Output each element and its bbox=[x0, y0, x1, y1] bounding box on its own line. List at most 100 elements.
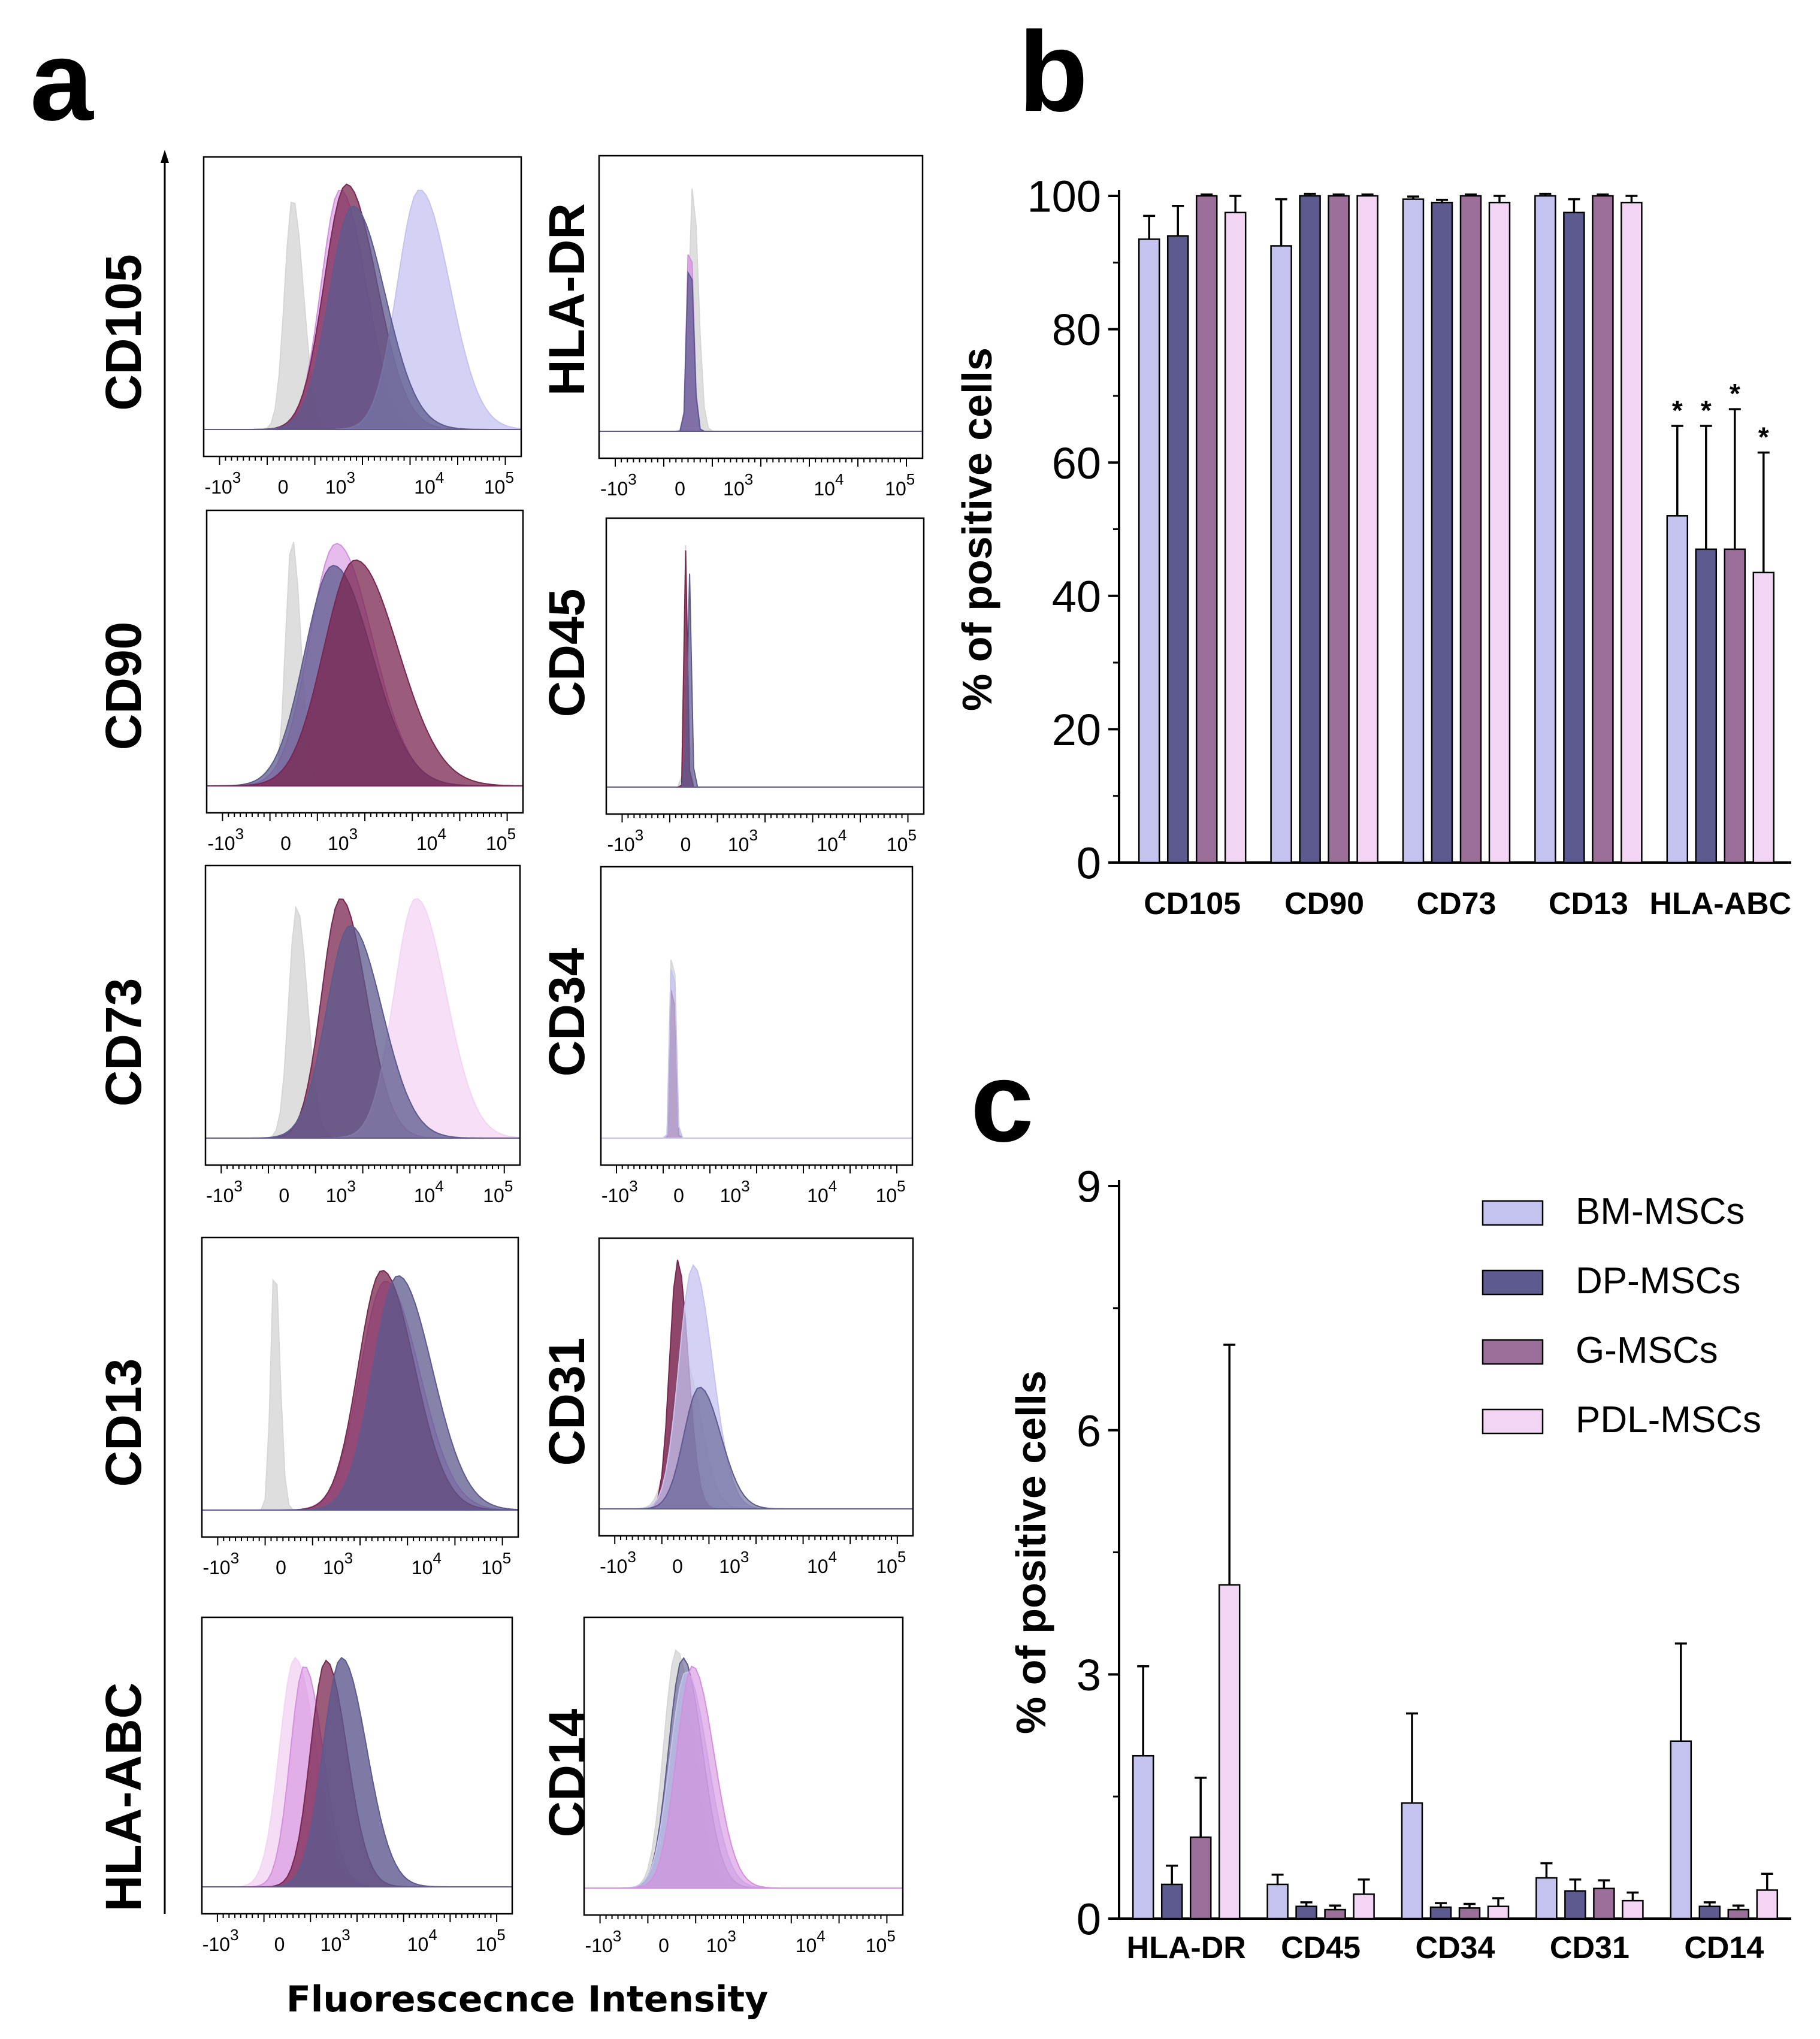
histogram-tick-exponent: 3 bbox=[235, 825, 244, 843]
bar bbox=[1356, 195, 1378, 864]
histogram-tick-label: 104 bbox=[414, 468, 444, 498]
bar bbox=[1195, 195, 1218, 864]
y-tick-label: 80 bbox=[1052, 305, 1101, 355]
histogram-curve bbox=[584, 1657, 903, 1889]
histogram-tick-label: -103 bbox=[600, 1548, 636, 1577]
panel-a-x-axis-label: Fluorescecnce Intensity bbox=[286, 1979, 768, 2020]
histogram-tick-exponent: 4 bbox=[817, 1927, 825, 1945]
histogram-panel: -103 0 103 104 105 bbox=[201, 1616, 513, 1955]
panel-c-letter: c bbox=[971, 1039, 1034, 1166]
bar bbox=[1295, 1905, 1317, 1920]
histogram-tick-label: 0 bbox=[276, 1557, 286, 1578]
histogram-tick-label: -103 bbox=[207, 825, 244, 854]
histogram-curve bbox=[584, 1665, 903, 1889]
legend-swatch bbox=[1482, 1200, 1544, 1226]
bar bbox=[1270, 245, 1292, 864]
histogram-tick-exponent: 3 bbox=[341, 1926, 350, 1944]
histogram-tick-label: 105 bbox=[483, 1177, 513, 1206]
marker-label-hla-abc: HLA-ABC bbox=[95, 1683, 152, 1912]
histogram-tick-label: 104 bbox=[796, 1927, 826, 1956]
histogram-tick-exponent: 4 bbox=[428, 1926, 437, 1944]
histogram-tick-label: 0 bbox=[675, 478, 685, 500]
marker-label-cd105: CD105 bbox=[95, 254, 152, 410]
histogram-tick-exponent: 4 bbox=[433, 1549, 441, 1567]
histogram-tick-label: 105 bbox=[486, 825, 516, 854]
histogram-panel: -103 0 103 104 105 bbox=[204, 864, 521, 1206]
histogram-tick-label: 103 bbox=[719, 1548, 749, 1577]
significance-marker: * bbox=[1672, 395, 1683, 426]
y-tick-label: 0 bbox=[1077, 1895, 1101, 1944]
category-label: CD73 bbox=[1417, 887, 1496, 921]
bar bbox=[1324, 1908, 1346, 1920]
marker-label-hla-dr: HLA-DR bbox=[539, 203, 595, 396]
histogram-tick-label: 103 bbox=[728, 826, 758, 855]
histogram-tick-exponent: 5 bbox=[503, 1549, 511, 1567]
marker-label-cd14: CD14 bbox=[539, 1708, 595, 1837]
histogram-tick-exponent: 4 bbox=[838, 826, 846, 844]
histogram-tick-label: 103 bbox=[325, 468, 355, 498]
histogram-tick-exponent: 3 bbox=[344, 1549, 353, 1567]
histogram-curve bbox=[599, 1387, 913, 1509]
bar bbox=[1756, 1889, 1779, 1920]
histogram-tick-label: 103 bbox=[328, 825, 358, 854]
y-tick-label: 0 bbox=[1077, 839, 1101, 888]
panel-b: b 0 20 40 60 80 100 % of positive cells CD105 CD… bbox=[954, 8, 1791, 921]
histogram-tick-label: 104 bbox=[817, 826, 846, 855]
histogram-tick-label: 0 bbox=[274, 1934, 285, 1955]
histogram-tick-label: 105 bbox=[484, 468, 514, 498]
significance-marker: * bbox=[1758, 422, 1769, 453]
histogram-tick-label: 104 bbox=[414, 1177, 444, 1206]
bar bbox=[1189, 1836, 1212, 1920]
y-tick-label: 3 bbox=[1077, 1650, 1101, 1700]
legend-label: DP-MSCs bbox=[1576, 1260, 1741, 1302]
histogram-panel: -103 0 103 104 105 bbox=[201, 1236, 519, 1578]
histogram-tick-label: 104 bbox=[412, 1549, 442, 1578]
histogram-tick-label: 0 bbox=[279, 1185, 289, 1206]
bar bbox=[1138, 238, 1160, 864]
y-tick-label: 6 bbox=[1077, 1406, 1101, 1456]
histogram-tick-exponent: 5 bbox=[897, 1177, 905, 1195]
bar bbox=[1487, 1905, 1510, 1920]
bar bbox=[1266, 1883, 1289, 1920]
histogram-curve bbox=[204, 205, 521, 430]
histogram-tick-label: -103 bbox=[206, 1177, 243, 1206]
histogram-panel: -103 0 103 104 105 bbox=[202, 156, 522, 498]
histogram-frame bbox=[605, 517, 925, 815]
marker-label-cd73: CD73 bbox=[95, 978, 152, 1107]
y-tick-label: 20 bbox=[1052, 705, 1101, 755]
category-label: CD31 bbox=[1550, 1931, 1629, 1965]
panel-c: c 0 3 6 9 % of positive cells HLA-DR CD45 CD34 C… bbox=[971, 1039, 1791, 1965]
histogram-curve bbox=[601, 960, 912, 1139]
histogram-tick-exponent: 3 bbox=[727, 1927, 736, 1945]
bar bbox=[1353, 1893, 1375, 1920]
bar bbox=[1132, 1754, 1154, 1920]
legend-swatch bbox=[1482, 1269, 1544, 1296]
bar bbox=[1431, 201, 1453, 864]
bar bbox=[1592, 195, 1614, 864]
histogram-tick-exponent: 3 bbox=[749, 826, 757, 844]
significance-marker: * bbox=[1701, 395, 1712, 426]
bar bbox=[1224, 211, 1247, 864]
histogram-tick-exponent: 3 bbox=[635, 826, 643, 844]
bar bbox=[1218, 1584, 1241, 1920]
histogram-tick-label: -103 bbox=[585, 1927, 622, 1956]
marker-label-cd45: CD45 bbox=[539, 589, 595, 718]
histogram-tick-label: -103 bbox=[607, 826, 643, 855]
histogram-tick-label: 104 bbox=[807, 1548, 837, 1577]
histogram-curve bbox=[606, 550, 924, 788]
histogram-tick-exponent: 3 bbox=[347, 1177, 355, 1195]
panel-a-letter: a bbox=[30, 17, 94, 144]
histogram-tick-label: -103 bbox=[202, 1549, 239, 1578]
bar bbox=[1670, 1740, 1692, 1920]
histogram-curve bbox=[584, 1649, 903, 1889]
bar bbox=[1534, 195, 1556, 864]
histogram-curve bbox=[606, 573, 924, 788]
histogram-tick-exponent: 4 bbox=[435, 1177, 443, 1195]
marker-label-cd34: CD34 bbox=[539, 948, 595, 1076]
histogram-curve bbox=[599, 1264, 913, 1509]
histogram-tick-label: 105 bbox=[481, 1549, 511, 1578]
histogram-tick-exponent: 3 bbox=[613, 1927, 621, 1945]
histogram-curve bbox=[599, 270, 923, 432]
histogram-panel: -103 0 103 104 105 bbox=[598, 155, 924, 500]
histogram-tick-exponent: 5 bbox=[887, 1927, 895, 1945]
